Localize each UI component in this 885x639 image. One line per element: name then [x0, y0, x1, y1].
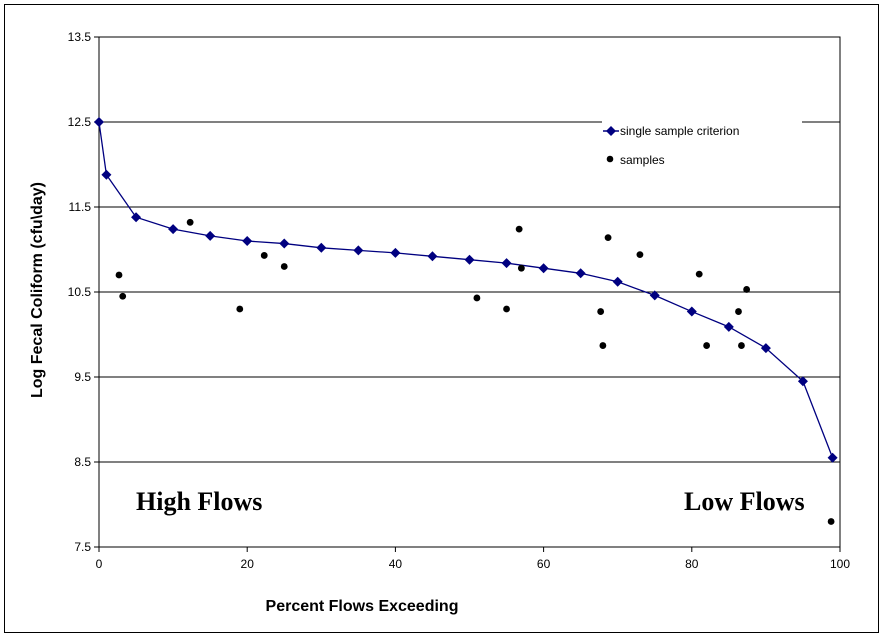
criterion-marker [427, 251, 438, 262]
legend-label-samples: samples [620, 153, 665, 167]
sample-point [597, 308, 605, 315]
criterion-marker [686, 306, 697, 317]
sample-point [636, 251, 644, 258]
criterion-marker [353, 245, 364, 256]
criterion-marker [723, 321, 734, 332]
x-tick-label: 40 [389, 557, 403, 571]
x-axis-title: Percent Flows Exceeding [266, 598, 459, 615]
samples-series [115, 218, 835, 525]
criterion-marker [760, 343, 771, 354]
criterion-marker [242, 236, 253, 246]
sample-point [604, 234, 612, 242]
sample-point [280, 263, 288, 270]
sample-point [517, 264, 525, 272]
sample-point [599, 342, 607, 349]
y-tick-label: 13.5 [68, 30, 92, 44]
criterion-marker [501, 258, 512, 269]
y-tick-label: 10.5 [68, 285, 92, 299]
y-tick-label: 9.5 [74, 370, 91, 384]
criterion-marker [168, 224, 179, 235]
y-axis-ticks: 7.5 8.5 9.5 10.5 11.5 12.5 13.5 [68, 30, 99, 554]
criterion-series [94, 117, 838, 463]
sample-point [695, 270, 703, 278]
sample-point [735, 308, 742, 315]
sample-point [703, 342, 711, 349]
x-tick-label: 20 [241, 557, 255, 571]
y-tick-label: 8.5 [74, 455, 91, 469]
criterion-marker [205, 230, 216, 241]
x-axis-ticks: 0 20 40 60 80 100 [96, 547, 850, 571]
y-tick-label: 11.5 [69, 200, 92, 214]
sample-point [186, 218, 194, 226]
criterion-marker [827, 452, 838, 463]
y-axis-title: Log Fecal Coliform (cfu\day) [29, 182, 46, 398]
chart-frame [4, 4, 879, 633]
annotation-high-flows: High Flows [136, 487, 262, 516]
y-tick-label: 12.5 [68, 115, 92, 129]
x-tick-label: 0 [96, 557, 103, 571]
criterion-marker [390, 247, 401, 258]
sample-point [515, 225, 523, 233]
criterion-marker [101, 169, 112, 180]
legend: single sample criterion samples [602, 117, 802, 171]
sample-point [473, 294, 481, 302]
criterion-marker [649, 290, 660, 301]
legend-dot-marker [606, 155, 614, 163]
criterion-marker [94, 117, 104, 127]
sample-point [236, 305, 244, 313]
criterion-marker [575, 268, 586, 279]
sample-point [115, 271, 123, 279]
criterion-marker [797, 376, 808, 387]
criterion-marker [612, 276, 623, 287]
annotation-low-flows: Low Flows [684, 487, 805, 516]
x-tick-label: 60 [537, 557, 551, 571]
legend-diamond-marker [606, 126, 616, 136]
sample-point [260, 252, 268, 259]
criterion-marker [131, 212, 142, 223]
sample-point [738, 342, 745, 349]
gridlines [99, 36, 840, 548]
sample-point [503, 305, 510, 313]
y-tick-label: 7.5 [74, 540, 91, 554]
sample-point [827, 518, 835, 525]
criterion-marker [316, 242, 327, 253]
legend-label-criterion: single sample criterion [620, 124, 739, 138]
criterion-marker [279, 238, 290, 249]
x-tick-label: 80 [685, 557, 699, 571]
x-tick-label: 100 [830, 557, 850, 571]
criterion-line [98, 121, 834, 458]
sample-point [119, 292, 127, 300]
criterion-marker [464, 254, 475, 265]
legend-box [602, 117, 802, 171]
criterion-marker [538, 263, 549, 274]
sample-point [743, 286, 751, 293]
